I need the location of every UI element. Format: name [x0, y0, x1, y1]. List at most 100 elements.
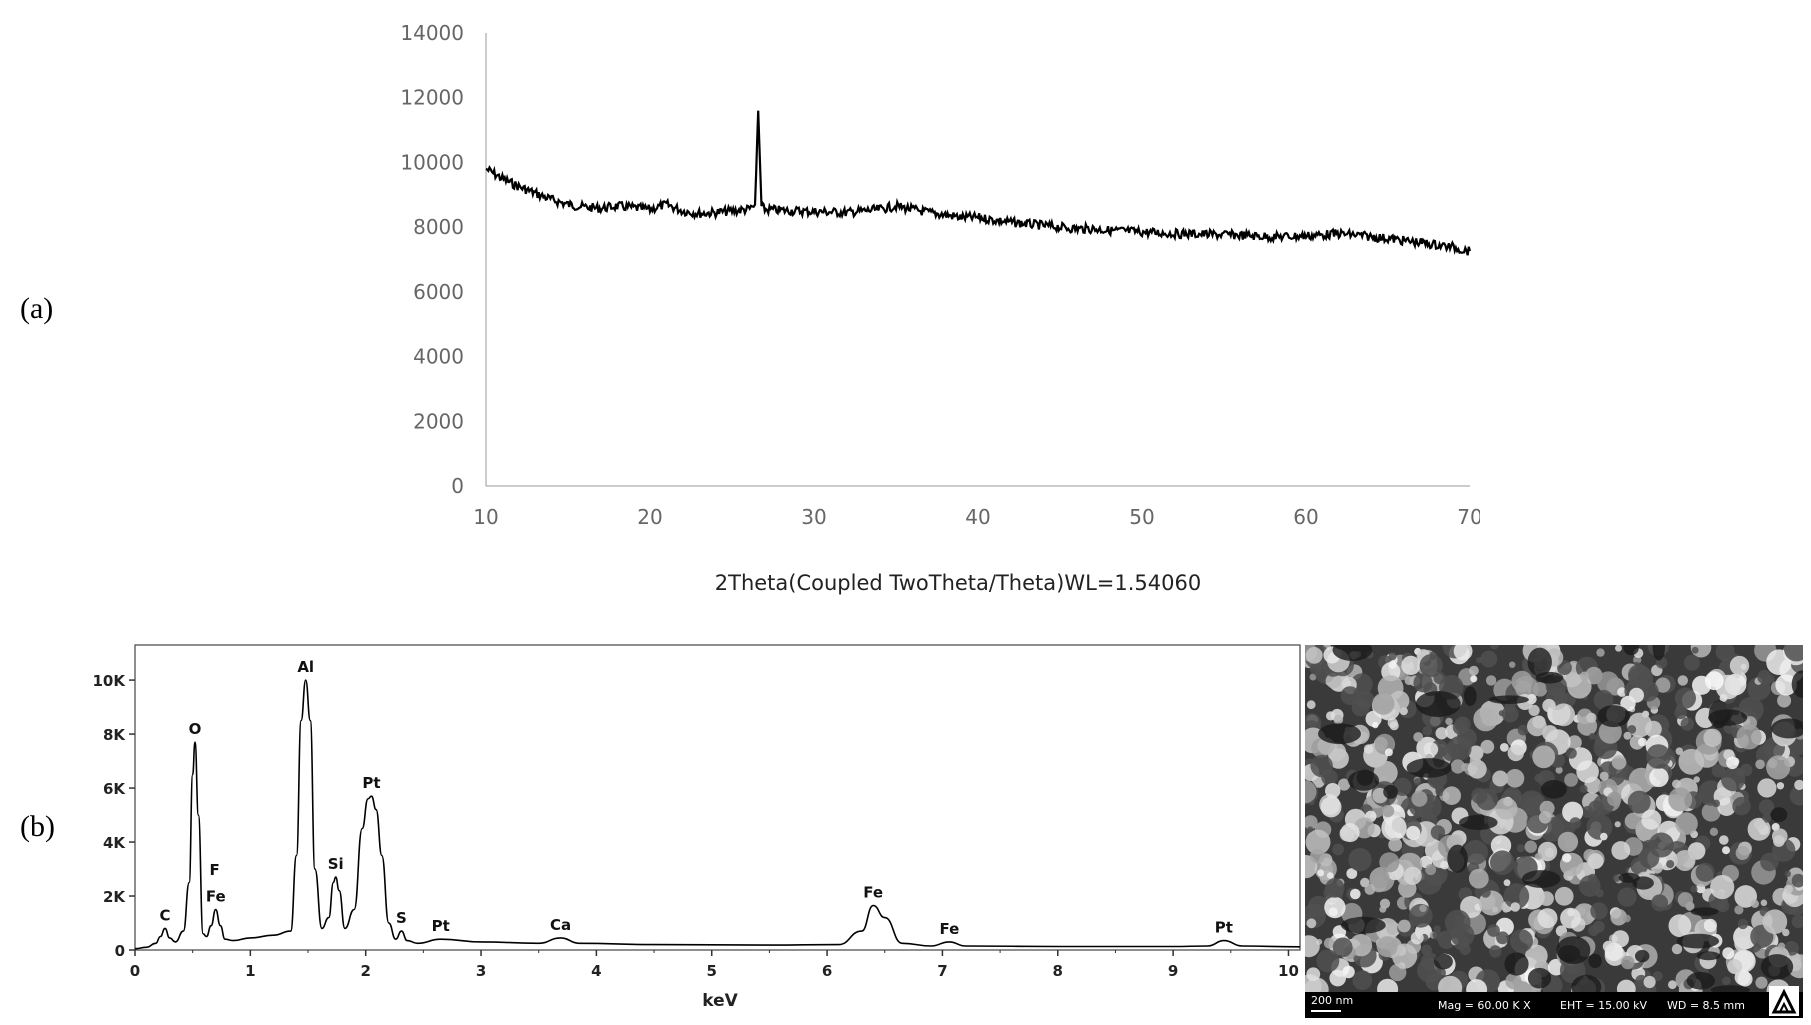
sem-particle: [1470, 675, 1478, 683]
sem-particle: [1671, 943, 1683, 955]
sem-particle: [1537, 841, 1558, 862]
sem-particle: [1703, 728, 1722, 747]
sem-particle: [1406, 825, 1421, 841]
sem-particle: [1794, 779, 1803, 791]
sem-pore: [1463, 686, 1477, 706]
sem-pore: [1348, 770, 1380, 791]
sem-particle: [1469, 665, 1479, 676]
sem-particle: [1627, 725, 1637, 734]
sem-particle: [1693, 776, 1700, 783]
sem-particle: [1496, 931, 1509, 945]
panel-label-a: (a): [20, 292, 54, 325]
eds-y-tick-label: 4K: [103, 834, 126, 852]
sem-particle: [1789, 785, 1803, 806]
sem-particle: [1776, 782, 1785, 790]
sem-particle: [1711, 763, 1726, 778]
sem-particle: [1476, 788, 1498, 811]
sem-particle: [1772, 828, 1788, 844]
sem-particle: [1388, 652, 1397, 661]
sem-particle: [1701, 802, 1721, 822]
sem-particle: [1564, 773, 1578, 787]
sem-particle: [1754, 818, 1766, 831]
sem-particle: [1379, 852, 1400, 873]
eds-x-tick-label: 8: [1053, 962, 1063, 980]
eds-y-tick-label: 6K: [103, 780, 126, 798]
sem-pore: [1527, 647, 1552, 677]
sem-particle: [1444, 909, 1471, 936]
sem-particle: [1569, 817, 1582, 829]
sem-particle: [1617, 887, 1637, 907]
sem-particle: [1791, 873, 1803, 888]
eds-peak-label: O: [189, 720, 202, 738]
sem-pore: [1488, 695, 1529, 704]
sem-particle: [1473, 706, 1498, 732]
sem-particle: [1404, 676, 1414, 686]
sem-particle: [1326, 872, 1334, 879]
sem-particle: [1758, 799, 1775, 815]
sem-particle: [1388, 660, 1397, 669]
eds-peak-label: Pt: [362, 774, 380, 792]
sem-particle: [1599, 771, 1609, 781]
sem-particle: [1610, 908, 1627, 926]
sem-particle: [1329, 969, 1346, 987]
sem-particle: [1691, 646, 1699, 654]
sem-pore: [1341, 916, 1386, 934]
sem-particle: [1677, 675, 1688, 686]
eds-peak-label: Si: [328, 855, 344, 873]
sem-particle: [1623, 914, 1631, 923]
sem-particle: [1612, 874, 1621, 882]
sem-particle: [1309, 673, 1317, 681]
sem-pore: [1535, 671, 1564, 684]
sem-particle: [1595, 888, 1604, 898]
sem-particle: [1309, 662, 1323, 675]
sem-particle: [1557, 831, 1579, 853]
sem-particle: [1755, 976, 1768, 989]
sem-particle: [1305, 829, 1331, 855]
sem-particle: [1480, 650, 1498, 668]
sem-particle: [1325, 672, 1342, 689]
sem-particle: [1624, 812, 1642, 830]
eds-peak-label: Fe: [863, 883, 883, 901]
sem-particle: [1325, 783, 1341, 799]
sem-particle: [1305, 974, 1322, 998]
sem-particle: [1384, 748, 1393, 757]
sem-particle: [1490, 835, 1512, 856]
sem-particle: [1305, 780, 1317, 804]
sem-particle: [1509, 661, 1516, 668]
eds-x-tick-label: 2: [360, 962, 370, 980]
sem-pore: [1332, 645, 1373, 661]
sem-pore: [1383, 784, 1398, 799]
sem-particle: [1305, 647, 1323, 664]
sem-particle: [1593, 689, 1614, 710]
sem-particle: [1722, 846, 1730, 855]
sem-particle: [1628, 664, 1651, 687]
sem-particle: [1346, 868, 1358, 879]
sem-particle: [1666, 860, 1675, 869]
sem-particle: [1401, 655, 1421, 675]
sem-particle: [1333, 714, 1344, 725]
sem-particle: [1703, 918, 1717, 932]
sem-particle: [1597, 671, 1620, 694]
sem-particle: [1369, 868, 1390, 889]
sem-particle: [1762, 813, 1772, 823]
sem-particle: [1732, 796, 1751, 816]
eds-x-tick-label: 10: [1278, 962, 1299, 980]
sem-particle: [1777, 693, 1792, 708]
sem-particle: [1777, 942, 1786, 950]
sem-particle: [1422, 726, 1433, 736]
sem-particle: [1532, 745, 1556, 769]
sem-particle: [1614, 821, 1621, 828]
sem-particle: [1783, 884, 1793, 894]
sem-scale-bar: [1311, 1010, 1341, 1012]
eds-peak-label: F: [209, 861, 219, 879]
sem-particle: [1784, 870, 1791, 877]
sem-particle: [1719, 835, 1729, 845]
sem-particle: [1310, 848, 1325, 864]
sem-particle: [1757, 670, 1772, 685]
xrd-x-tick-label: 30: [801, 505, 826, 529]
xrd-y-tick-label: 14000: [400, 21, 464, 45]
sem-particle: [1722, 976, 1731, 986]
sem-particle: [1410, 931, 1424, 945]
sem-particle: [1562, 801, 1584, 823]
sem-pore: [1760, 954, 1794, 980]
